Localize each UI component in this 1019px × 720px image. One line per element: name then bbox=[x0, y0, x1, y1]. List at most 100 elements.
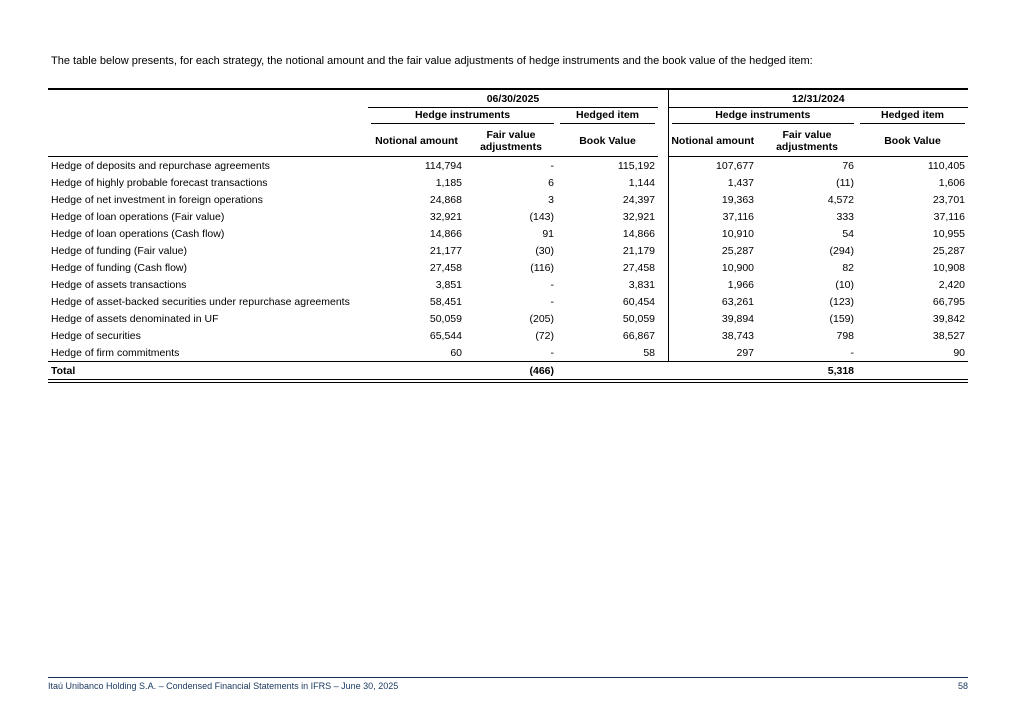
row-value: 3,851 bbox=[435, 278, 462, 291]
group-separator bbox=[658, 259, 669, 276]
column-header-notional-amount: Notional amount bbox=[668, 125, 758, 157]
row-label: Hedge of firm commitments bbox=[51, 346, 180, 359]
table-row: Hedge of deposits and repurchase agreeme… bbox=[48, 156, 968, 174]
row-value: 37,116 bbox=[722, 210, 755, 223]
row-label: Hedge of securities bbox=[51, 329, 141, 342]
row-value: 297 bbox=[736, 346, 755, 359]
period-header-row: 06/30/2025 12/31/2024 bbox=[48, 89, 969, 108]
hedge-table: 06/30/2025 12/31/2024 Hedge instruments … bbox=[48, 88, 969, 383]
group-separator bbox=[658, 361, 669, 383]
row-value: 1,144 bbox=[628, 176, 656, 189]
row-value: (294) bbox=[829, 244, 855, 257]
row-value: 114,794 bbox=[424, 159, 462, 172]
row-value: 10,955 bbox=[932, 227, 966, 240]
row-value: 24,868 bbox=[429, 193, 462, 206]
row-value: (10) bbox=[835, 278, 855, 291]
row-value: 32,921 bbox=[622, 210, 656, 223]
row-value: 19,363 bbox=[721, 193, 755, 206]
row-value: 27,458 bbox=[429, 261, 462, 274]
row-value: 39,894 bbox=[721, 312, 755, 325]
row-value: 107,677 bbox=[716, 159, 755, 172]
row-value: 1,966 bbox=[727, 278, 755, 291]
row-value: 50,059 bbox=[622, 312, 656, 325]
table-row: Hedge of firm commitments 60 - 58 297 - 90 bbox=[48, 344, 968, 362]
row-label: Hedge of asset-backed securities under r… bbox=[51, 295, 350, 308]
table-body: Hedge of deposits and repurchase agreeme… bbox=[48, 156, 968, 362]
row-value: (116) bbox=[530, 261, 554, 274]
row-value: 2,420 bbox=[938, 278, 966, 291]
row-value: 60 bbox=[450, 346, 462, 359]
table-row: Hedge of asset-backed securities under r… bbox=[48, 293, 968, 310]
column-header-notional-amount: Notional amount bbox=[368, 125, 465, 157]
column-header-row: Notional amount Fair value adjustments B… bbox=[48, 125, 969, 157]
group-separator bbox=[658, 344, 669, 362]
row-value: 66,795 bbox=[932, 295, 966, 308]
page-footer: Itaú Unibanco Holding S.A. – Condensed F… bbox=[48, 677, 968, 691]
group-separator bbox=[658, 156, 669, 174]
row-value: 6 bbox=[548, 176, 554, 189]
row-value: 1,437 bbox=[727, 176, 755, 189]
row-value: 14,866 bbox=[429, 227, 462, 240]
row-value: 32,921 bbox=[429, 210, 462, 223]
column-header-fair-value-adjustments: Fair value adjustments bbox=[465, 125, 557, 157]
total-value bbox=[668, 361, 758, 383]
row-label: Hedge of funding (Fair value) bbox=[51, 244, 187, 257]
table-row: Hedge of net investment in foreign opera… bbox=[48, 191, 968, 208]
group-separator bbox=[658, 208, 669, 225]
row-value: 21,179 bbox=[622, 244, 656, 257]
row-value: 58 bbox=[643, 346, 656, 359]
intro-paragraph: The table below presents, for each strat… bbox=[51, 55, 813, 67]
row-value: - bbox=[850, 346, 855, 359]
group-separator bbox=[658, 242, 669, 259]
row-value: 333 bbox=[836, 210, 855, 223]
total-value bbox=[857, 361, 969, 383]
row-label: Hedge of loan operations (Cash flow) bbox=[51, 227, 225, 240]
group-header-row: Hedge instruments Hedged item Hedge inst… bbox=[48, 107, 968, 126]
row-value: 24,397 bbox=[622, 193, 656, 206]
row-label: Hedge of highly probable forecast transa… bbox=[51, 176, 268, 189]
footer-text: Itaú Unibanco Holding S.A. – Condensed F… bbox=[48, 681, 399, 691]
group-separator bbox=[658, 191, 669, 208]
row-value: 4,572 bbox=[827, 193, 855, 206]
row-value: 23,701 bbox=[932, 193, 966, 206]
row-value: 10,910 bbox=[721, 227, 755, 240]
group-separator bbox=[658, 310, 669, 327]
row-value: 1,185 bbox=[435, 176, 462, 189]
row-value: 90 bbox=[953, 346, 966, 359]
group-header-hedged-item: Hedged item bbox=[557, 108, 658, 126]
row-value: - bbox=[550, 159, 555, 172]
row-value: 76 bbox=[842, 159, 855, 172]
column-header-book-value: Book Value bbox=[557, 125, 659, 157]
row-value: 60,454 bbox=[622, 295, 656, 308]
column-header-fair-value-adjustments: Fair value adjustments bbox=[757, 125, 858, 157]
row-value: 58,451 bbox=[429, 295, 462, 308]
total-row: Total (466) 5,318 bbox=[48, 361, 969, 383]
row-value: 3 bbox=[548, 193, 554, 206]
row-value: 115,192 bbox=[617, 159, 656, 172]
header-spacer bbox=[48, 108, 368, 126]
row-value: 25,287 bbox=[932, 244, 966, 257]
row-value: 37,116 bbox=[933, 210, 966, 223]
header-spacer bbox=[48, 89, 368, 108]
table-row: Hedge of highly probable forecast transa… bbox=[48, 174, 968, 191]
row-value: 65,544 bbox=[429, 329, 462, 342]
row-value: 10,908 bbox=[932, 261, 966, 274]
total-value bbox=[368, 361, 465, 383]
group-separator bbox=[658, 225, 669, 242]
row-value: 38,743 bbox=[721, 329, 755, 342]
group-header-hedge-instruments: Hedge instruments bbox=[668, 108, 857, 126]
row-label: Hedge of loan operations (Fair value) bbox=[51, 210, 225, 223]
row-value: 110,405 bbox=[927, 159, 966, 172]
table-row: Hedge of loan operations (Cash flow) 14,8… bbox=[48, 225, 968, 242]
row-value: 3,831 bbox=[628, 278, 656, 291]
row-value: (143) bbox=[529, 210, 554, 223]
row-value: 63,261 bbox=[721, 295, 755, 308]
group-separator bbox=[658, 293, 669, 310]
row-value: 21,177 bbox=[429, 244, 462, 257]
row-value: (11) bbox=[836, 176, 855, 189]
row-value: 50,059 bbox=[429, 312, 462, 325]
period-header-2: 12/31/2024 bbox=[668, 89, 969, 108]
column-header-book-value: Book Value bbox=[857, 125, 969, 157]
row-label: Hedge of assets denominated in UF bbox=[51, 312, 219, 325]
